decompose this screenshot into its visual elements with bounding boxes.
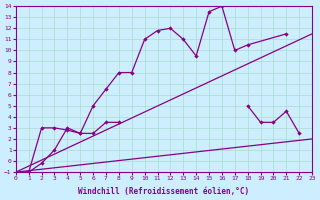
X-axis label: Windchill (Refroidissement éolien,°C): Windchill (Refroidissement éolien,°C)	[78, 187, 250, 196]
